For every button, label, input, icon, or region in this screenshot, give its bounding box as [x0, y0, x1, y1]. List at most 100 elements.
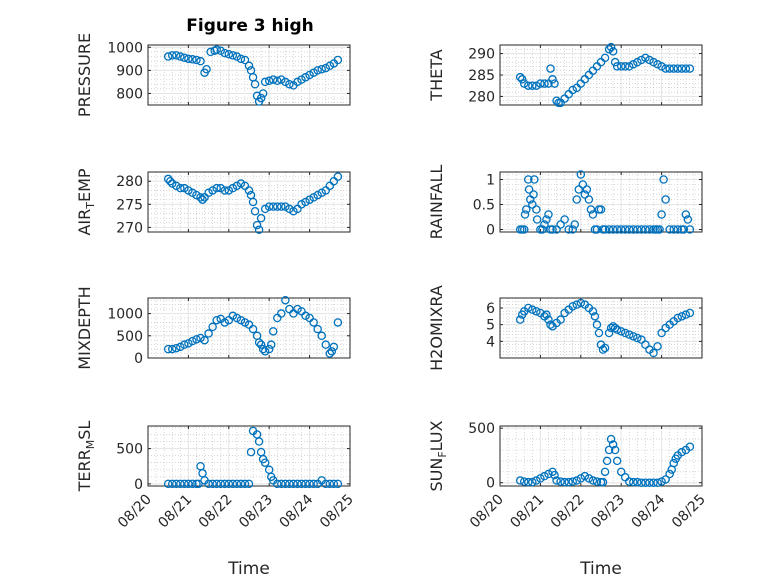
data-point: [655, 225, 664, 234]
y-axis-label: PRESSURE: [75, 33, 94, 117]
data-point: [673, 225, 683, 234]
data-point: [532, 81, 541, 90]
y-tick-label: 0.5: [473, 198, 495, 214]
data-point: [301, 311, 310, 321]
data-point: [606, 42, 616, 52]
y-axis-label: SUNFLUX: [427, 420, 449, 491]
data-point: [198, 195, 207, 204]
data-point: [180, 479, 189, 489]
data-point: [273, 76, 282, 86]
data-point: [277, 479, 286, 489]
y-tick-label: 290: [468, 47, 495, 63]
data-point: [548, 225, 557, 234]
data-point: [277, 202, 286, 211]
data-point: [515, 315, 525, 324]
figure-title: Figure 3 high: [186, 16, 314, 36]
data-point: [612, 62, 622, 71]
data-point: [246, 447, 256, 457]
data-point: [673, 64, 683, 73]
data-point: [620, 225, 630, 234]
data-point: [677, 64, 687, 73]
data-point: [524, 303, 533, 313]
data-point: [532, 205, 541, 214]
data-point: [584, 195, 594, 204]
data-point: [661, 64, 670, 73]
data-point: [256, 340, 266, 349]
y-tick-label: 1000: [107, 40, 143, 56]
data-point: [625, 225, 634, 234]
data-point: [600, 225, 610, 234]
data-point: [544, 469, 553, 479]
data-point: [669, 64, 678, 73]
y-tick-label: 0: [134, 477, 143, 493]
data-point: [669, 225, 678, 234]
data-point: [254, 437, 264, 446]
data-point: [248, 197, 258, 207]
data-point: [266, 340, 276, 349]
data-point: [633, 225, 642, 234]
data-point: [677, 312, 687, 321]
data-point: [574, 185, 584, 194]
data-point: [610, 57, 620, 67]
data-point: [679, 225, 689, 234]
data-point: [637, 478, 646, 487]
data-point: [596, 205, 606, 214]
data-point: [661, 475, 670, 484]
data-point: [333, 318, 343, 327]
data-point: [528, 81, 537, 90]
data-point: [637, 55, 646, 65]
data-point: [305, 479, 314, 489]
data-point: [244, 61, 254, 71]
data-point: [665, 64, 674, 73]
data-point: [592, 225, 602, 234]
y-tick-label: 900: [116, 63, 143, 79]
data-point: [580, 471, 590, 481]
data-point: [548, 75, 557, 84]
y-tick-label: 800: [116, 86, 143, 102]
data-point: [600, 343, 610, 353]
data-point: [653, 60, 662, 69]
data-point: [681, 64, 691, 73]
data-point: [604, 45, 614, 54]
y-tick-label: 0: [134, 351, 143, 367]
y-tick-label: 0: [486, 476, 495, 492]
y-tick-label: 280: [116, 174, 143, 190]
data-point: [258, 344, 268, 354]
data-point: [528, 305, 537, 314]
data-point: [544, 315, 553, 324]
data-point: [637, 225, 646, 234]
data-point: [163, 52, 173, 61]
data-point: [570, 220, 579, 229]
data-point: [327, 347, 337, 356]
data-point: [568, 225, 577, 234]
data-point: [236, 315, 246, 325]
y-tick-label: 1000: [107, 307, 143, 323]
data-point: [550, 470, 559, 480]
data-point: [685, 308, 695, 318]
data-point: [612, 225, 622, 234]
data-point: [317, 64, 326, 74]
data-point: [244, 479, 254, 489]
data-point: [232, 313, 242, 323]
data-point: [220, 318, 230, 327]
data-point: [665, 469, 674, 479]
data-point: [530, 175, 539, 184]
data-point: [176, 52, 185, 61]
axes-box: [147, 297, 351, 359]
data-point: [192, 335, 201, 344]
data-point: [188, 55, 197, 64]
data-point: [546, 320, 555, 329]
y-tick-label: 6: [486, 301, 495, 317]
data-point: [629, 477, 638, 487]
data-point: [620, 62, 630, 71]
data-point: [529, 190, 538, 199]
data-point: [301, 479, 310, 489]
data-point: [167, 51, 177, 60]
axes-box: [499, 297, 703, 359]
data-point: [309, 318, 318, 327]
data-point: [616, 327, 626, 336]
data-point: [216, 479, 225, 489]
data-point: [649, 348, 658, 358]
data-point: [293, 304, 302, 314]
data-point: [542, 215, 551, 224]
